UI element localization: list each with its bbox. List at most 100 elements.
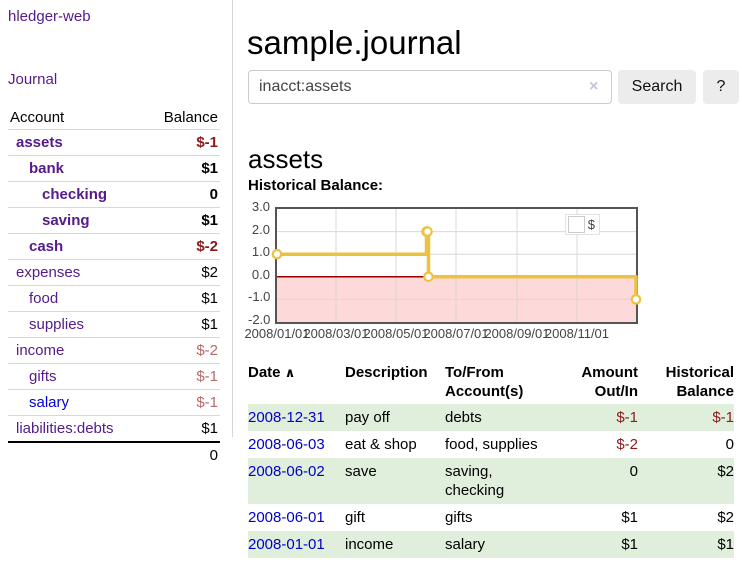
clear-search-icon[interactable]: ×: [589, 78, 599, 95]
sidebar-account-row: salary $-1: [8, 389, 220, 416]
transaction-accounts: salary: [445, 536, 486, 553]
account-link[interactable]: supplies: [29, 316, 85, 333]
sidebar-account-row: expenses $2: [8, 259, 220, 286]
sidebar-account-row: income $-2: [8, 337, 220, 364]
sidebar-account-row: liabilities:debts $1: [8, 415, 220, 442]
account-balance: $-1: [146, 389, 220, 416]
transaction-accounts: food, supplies: [445, 436, 538, 453]
search-input[interactable]: [248, 70, 612, 104]
chart-title: Historical Balance:: [248, 177, 384, 194]
y-tick-label: 0.0: [251, 266, 270, 282]
transaction-date-link[interactable]: 2008-06-01: [248, 509, 325, 526]
sidebar-account-row: bank $1: [8, 155, 220, 182]
register-row: 2008-06-02 save saving, checking 0 $2: [248, 458, 734, 504]
transaction-balance: $1: [717, 536, 734, 553]
account-balance: $1: [146, 415, 220, 442]
transaction-amount: $1: [621, 509, 638, 526]
x-tick-label: 2008/03/01: [303, 326, 369, 341]
transaction-description: save: [345, 463, 377, 480]
transaction-description: gift: [345, 509, 366, 526]
account-link[interactable]: saving: [42, 212, 90, 229]
accounts-total-balance: 0: [146, 441, 220, 468]
x-tick-label: 2008/05/01: [363, 326, 429, 341]
transaction-balance: $2: [717, 463, 734, 480]
legend-swatch: [567, 216, 585, 233]
account-link[interactable]: gifts: [29, 368, 57, 385]
account-balance: $-1: [146, 363, 220, 390]
transaction-accounts: gifts: [445, 509, 473, 526]
account-heading: assets: [248, 143, 324, 174]
account-name-cell: salary: [8, 389, 146, 416]
help-button[interactable]: ?: [703, 70, 739, 104]
account-link[interactable]: bank: [29, 160, 65, 177]
account-balance: $1: [146, 285, 220, 312]
sidebar-account-row: cash $-2: [8, 233, 220, 260]
account-name-cell: liabilities:debts: [8, 415, 146, 442]
app-brand-link[interactable]: hledger-web: [8, 8, 91, 25]
x-tick-label: 2008/09/01: [484, 326, 550, 341]
chart-legend: $: [564, 214, 600, 235]
transaction-description: eat & shop: [345, 436, 417, 453]
search-button[interactable]: Search: [618, 70, 696, 104]
transaction-date-link[interactable]: 2008-06-02: [248, 463, 325, 480]
account-link[interactable]: food: [29, 290, 59, 307]
account-column-header: To/From Account(s): [445, 364, 524, 400]
x-tick-label: 2008/01/01: [244, 326, 310, 341]
sort-ascending-icon: ∧: [284, 365, 296, 380]
account-link[interactable]: liabilities:debts: [16, 420, 114, 437]
accounts-table-header-row: Account Balance: [8, 106, 220, 130]
account-link[interactable]: assets: [16, 134, 63, 151]
y-tick-label: 3.0: [251, 199, 270, 214]
account-link[interactable]: expenses: [16, 264, 81, 281]
sidebar: hledger-web Journal Account Balance asse…: [0, 0, 232, 582]
account-name-cell: cash: [8, 233, 146, 260]
sidebar-account-row: gifts $-1: [8, 363, 220, 390]
page-title: sample.journal: [247, 24, 462, 62]
amount-column-header: Amount Out/In: [581, 364, 638, 400]
register-table: Date ∧ Description To/From Account(s) Am…: [248, 360, 734, 558]
chart-plot-area[interactable]: $: [271, 207, 642, 324]
account-balance: $1: [146, 311, 220, 338]
transaction-date-link[interactable]: 2008-06-03: [248, 436, 325, 453]
transaction-description: pay off: [345, 409, 390, 426]
transaction-balance: $-1: [712, 409, 734, 426]
sidebar-account-row: assets $-1: [8, 129, 220, 156]
transaction-date-cell: 2008-01-01: [248, 531, 345, 558]
account-name-cell: assets: [8, 129, 146, 156]
account-name-cell: gifts: [8, 363, 146, 390]
transaction-date-cell: 2008-06-01: [248, 504, 345, 531]
total-spacer: [8, 441, 146, 468]
account-link[interactable]: salary: [29, 394, 70, 411]
account-link[interactable]: cash: [29, 238, 64, 255]
account-balance: $-2: [146, 233, 220, 260]
account-link[interactable]: checking: [42, 186, 108, 203]
y-tick-label: 1.0: [251, 244, 270, 260]
x-tick-label: 2008/07/01: [423, 326, 489, 341]
register-row: 2008-06-01 gift gifts $1 $2: [248, 504, 734, 531]
account-name-cell: expenses: [8, 259, 146, 286]
transaction-date-cell: 2008-06-02: [248, 458, 345, 504]
register-header-row: Date ∧ Description To/From Account(s) Am…: [248, 360, 734, 404]
transaction-accounts: saving, checking: [445, 463, 505, 499]
account-name-cell: supplies: [8, 311, 146, 338]
account-link[interactable]: income: [16, 342, 65, 359]
y-tick-label: -1.0: [248, 289, 271, 305]
sidebar-item-journal[interactable]: Journal: [8, 71, 58, 88]
account-name-cell: saving: [8, 207, 146, 234]
transaction-date-cell: 2008-06-03: [248, 431, 345, 458]
account-name-cell: food: [8, 285, 146, 312]
account-column-header: Account: [10, 109, 65, 126]
date-column-header[interactable]: Date ∧: [248, 364, 296, 381]
sidebar-account-row: saving $1: [8, 207, 220, 234]
y-tick-label: 2.0: [251, 221, 270, 237]
register-row: 2008-12-31 pay off debts $-1 $-1: [248, 404, 734, 431]
transaction-amount: $-1: [616, 409, 638, 426]
transaction-date-link[interactable]: 2008-01-01: [248, 536, 325, 553]
balance-column-header: Balance: [163, 109, 218, 126]
register-row: 2008-01-01 income salary $1 $1: [248, 531, 734, 558]
transaction-amount: $-2: [616, 436, 638, 453]
transaction-amount: $1: [621, 536, 638, 553]
balance-chart: 3.0 2.0 1.0 0.0 -1.0 -2.0 $ 2008/01/01 2008/03…: [244, 200, 678, 352]
transaction-balance: $2: [717, 509, 734, 526]
transaction-date-link[interactable]: 2008-12-31: [248, 409, 325, 426]
